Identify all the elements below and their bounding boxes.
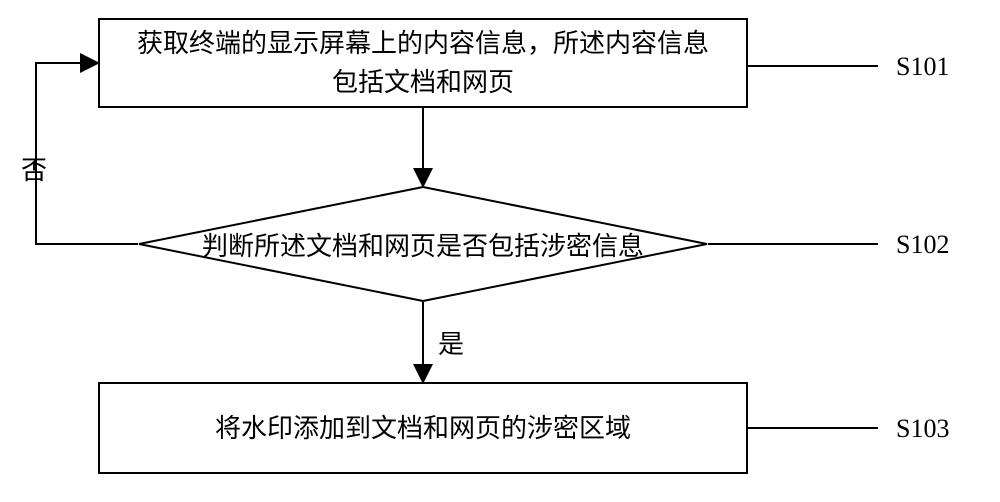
flowchart-node-s101: 获取终端的显示屏幕上的内容信息，所述内容信息包括文档和网页 [98,18,748,108]
step-label-s101: S101 [896,52,949,82]
flowchart-node-s103: 将水印添加到文档和网页的涉密区域 [98,382,748,474]
flowchart-node-s102: 判断所述文档和网页是否包括涉密信息 [138,186,708,302]
step-label-s103: S103 [896,414,949,444]
edge-label-no: 否 [21,150,47,187]
edge-label-yes: 是 [438,324,464,361]
step-label-s102: S102 [896,230,949,260]
flowchart-container: 获取终端的显示屏幕上的内容信息，所述内容信息包括文档和网页 判断所述文档和网页是… [0,0,1000,502]
node-text: 判断所述文档和网页是否包括涉密信息 [202,226,644,263]
node-text: 获取终端的显示屏幕上的内容信息，所述内容信息包括文档和网页 [137,24,709,102]
node-text: 将水印添加到文档和网页的涉密区域 [215,409,631,448]
